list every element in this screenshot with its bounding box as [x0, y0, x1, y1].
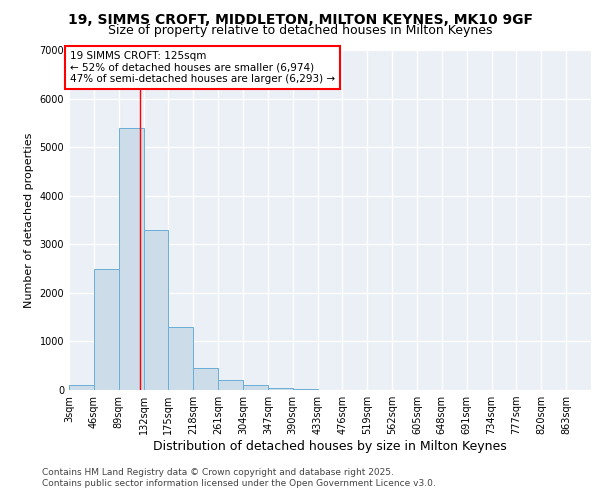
Bar: [243, 385, 268, 390]
Bar: [69, 385, 94, 390]
Bar: [94, 268, 119, 390]
Bar: [293, 388, 317, 390]
Bar: [169, 327, 193, 390]
Text: Size of property relative to detached houses in Milton Keynes: Size of property relative to detached ho…: [108, 24, 492, 37]
Y-axis label: Number of detached properties: Number of detached properties: [24, 132, 34, 308]
Text: 19 SIMMS CROFT: 125sqm
← 52% of detached houses are smaller (6,974)
47% of semi-: 19 SIMMS CROFT: 125sqm ← 52% of detached…: [70, 51, 335, 84]
Text: 19, SIMMS CROFT, MIDDLETON, MILTON KEYNES, MK10 9GF: 19, SIMMS CROFT, MIDDLETON, MILTON KEYNE…: [67, 12, 533, 26]
Bar: [268, 388, 293, 390]
Bar: [193, 368, 218, 390]
Bar: [119, 128, 143, 390]
Bar: [218, 380, 243, 390]
X-axis label: Distribution of detached houses by size in Milton Keynes: Distribution of detached houses by size …: [153, 440, 507, 453]
Text: Contains HM Land Registry data © Crown copyright and database right 2025.
Contai: Contains HM Land Registry data © Crown c…: [42, 468, 436, 487]
Bar: [143, 230, 169, 390]
